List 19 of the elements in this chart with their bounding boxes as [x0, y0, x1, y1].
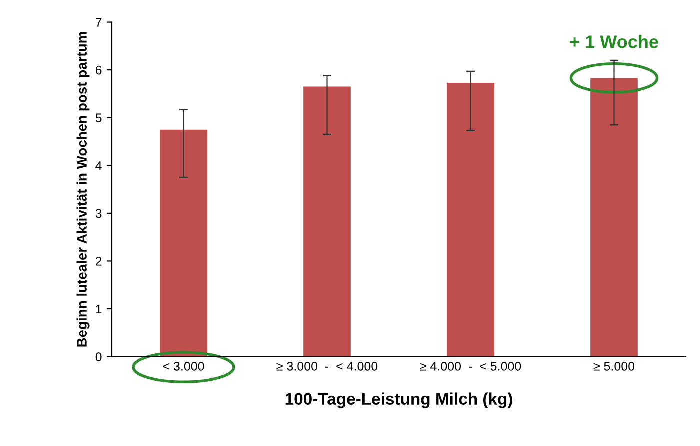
bar: [447, 82, 494, 357]
x-tick-label: ≥ 4.000 - < 5.000: [420, 362, 522, 371]
y-tick-label: 7: [96, 18, 102, 27]
bar: [590, 78, 638, 357]
annotation: + 1 Woche: [570, 35, 658, 48]
x-tick-label: ≥ 5.000: [594, 362, 635, 371]
y-tick-label: 5: [96, 114, 102, 123]
y-tick-label: 1: [96, 304, 102, 314]
bar: [304, 86, 351, 357]
bar: [160, 130, 208, 357]
y-tick-label: 2: [96, 257, 102, 266]
y-tick-label: 3: [96, 209, 102, 218]
y-tick-label: 4: [96, 162, 102, 170]
x-tick-label: < 3.000: [163, 362, 204, 371]
y-tick-label: 0: [96, 352, 102, 362]
y-axis-title: Beginn lutealer Aktivität in Wochen post partum: [76, 32, 90, 347]
x-axis-title: 100-Tage-Leistung Milch (kg): [286, 392, 512, 408]
x-tick-label: ≥ 3.000 - < 4.000: [276, 362, 378, 371]
y-tick-label: 6: [96, 66, 102, 75]
